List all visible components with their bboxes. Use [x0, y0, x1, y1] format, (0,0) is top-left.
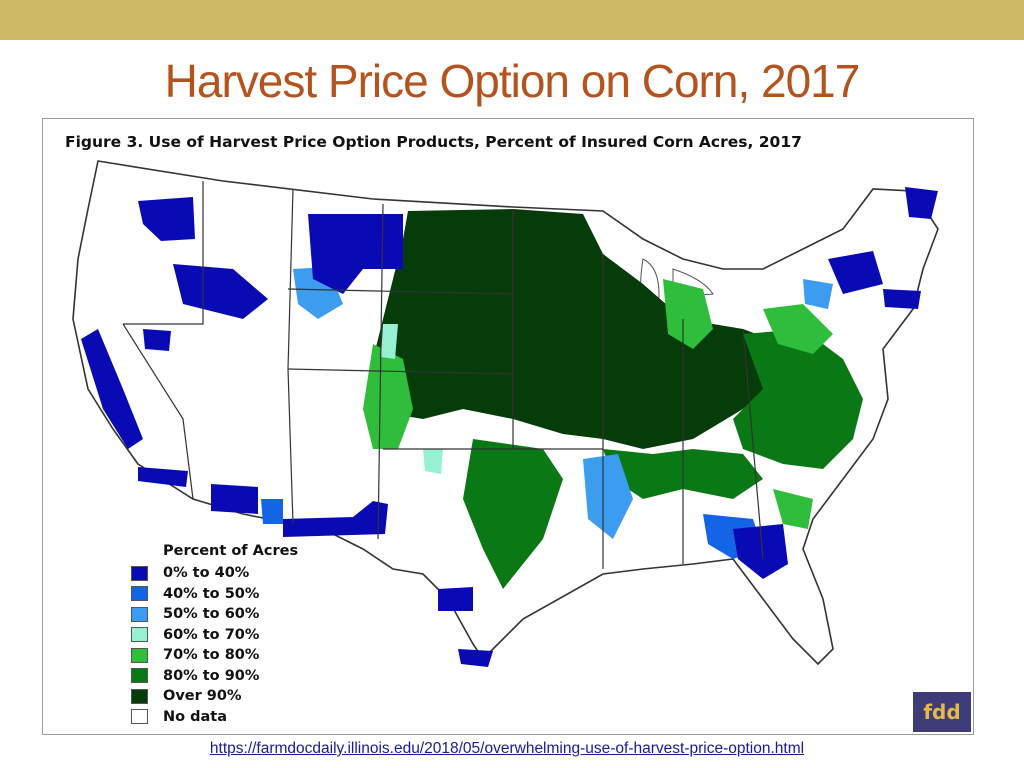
region-0-40-fl: [733, 524, 788, 579]
legend-swatch-4: [131, 647, 148, 663]
region-0-40-az: [211, 484, 258, 514]
region-80-90-south: [463, 439, 563, 589]
legend-item: 60% to 70%: [131, 625, 298, 646]
figure-image: Figure 3. Use of Harvest Price Option Pr…: [42, 118, 974, 735]
region-0-40-la: [458, 649, 493, 667]
legend-title: Percent of Acres: [163, 543, 299, 559]
legend-item: Over 90%: [131, 686, 298, 707]
region-0-40-ne2: [883, 289, 921, 309]
legend-swatch-1: [131, 586, 148, 602]
region-0-40-socal: [138, 467, 188, 487]
legend-swatch-6: [131, 688, 148, 704]
legend-swatch-3: [131, 627, 148, 643]
legend-label: 50% to 60%: [163, 606, 260, 623]
legend-label: 60% to 70%: [163, 626, 260, 643]
legend-item: 50% to 60%: [131, 604, 298, 625]
region-50-60-ne: [803, 279, 833, 309]
region-70-80-plains: [363, 344, 413, 449]
legend-swatch-2: [131, 606, 148, 622]
legend-item: 80% to 90%: [131, 666, 298, 687]
region-70-80-ne: [763, 304, 833, 354]
region-0-40-id: [173, 264, 268, 319]
region-over-90-cornbelt: [373, 209, 783, 449]
region-0-40-ny: [828, 251, 883, 294]
region-60-70-nd: [381, 324, 398, 359]
map-legend: Percent of Acres 0% to 40% 40% to 50% 50…: [131, 543, 298, 727]
source-link[interactable]: https://farmdocdaily.illinois.edu/2018/0…: [209, 740, 805, 757]
fdd-logo: fdd: [913, 692, 971, 732]
figure-caption: Figure 3. Use of Harvest Price Option Pr…: [65, 133, 802, 151]
region-0-40-ca: [81, 329, 143, 449]
legend-label: 80% to 90%: [163, 667, 260, 684]
region-40-50-az: [261, 499, 283, 524]
region-50-60-delta: [583, 454, 633, 539]
region-0-40-nv: [143, 329, 171, 351]
region-0-40-nm: [283, 501, 388, 537]
legend-item: 70% to 80%: [131, 645, 298, 666]
legend-label: No data: [163, 708, 228, 725]
legend-swatch-7: [131, 709, 148, 725]
legend-label: 40% to 50%: [163, 585, 260, 602]
legend-label: 70% to 80%: [163, 647, 260, 664]
legend-swatch-5: [131, 668, 148, 684]
legend-label: 0% to 40%: [163, 565, 250, 582]
top-accent-band: [0, 0, 1024, 40]
region-0-40-mt: [308, 214, 403, 294]
region-70-80-mi: [663, 279, 713, 349]
legend-item: No data: [131, 707, 298, 728]
legend-item: 0% to 40%: [131, 563, 298, 584]
region-70-80-sc: [773, 489, 813, 529]
region-0-40-tx: [438, 587, 473, 611]
region-80-90-east: [733, 329, 863, 469]
legend-item: 40% to 50%: [131, 584, 298, 605]
legend-label: Over 90%: [163, 688, 242, 705]
legend-swatch-0: [131, 565, 148, 581]
region-60-70-ks: [423, 449, 443, 474]
region-0-40-wa: [138, 197, 195, 241]
slide-title: Harvest Price Option on Corn, 2017: [164, 55, 861, 107]
us-county-map: [72, 160, 939, 667]
state-boundaries: [122, 181, 764, 569]
region-0-40-me: [905, 187, 938, 219]
